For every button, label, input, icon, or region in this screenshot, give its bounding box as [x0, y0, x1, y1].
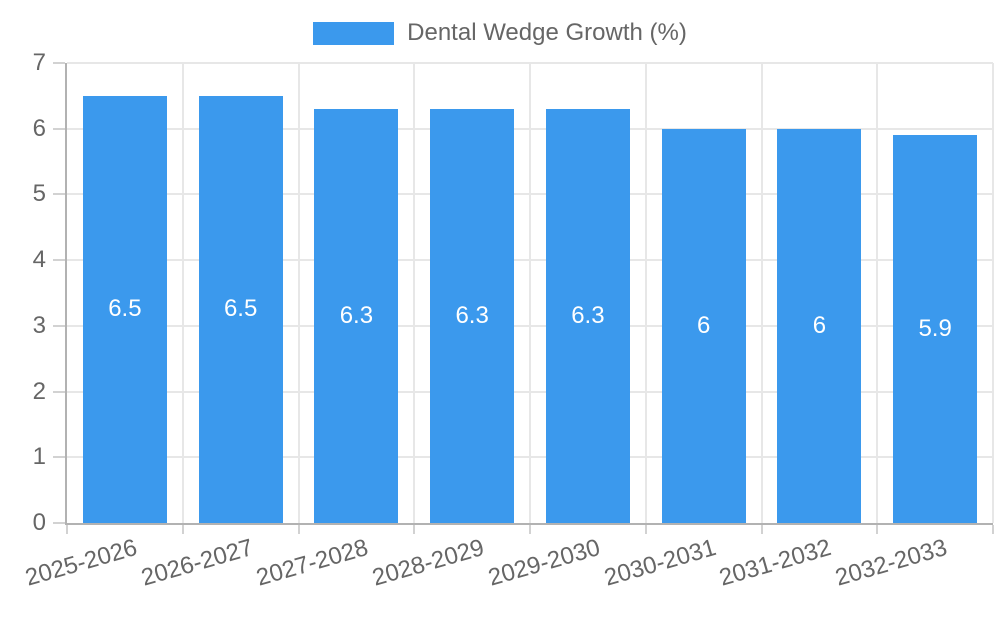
y-tick-label: 1	[32, 443, 46, 471]
y-tick-label: 7	[32, 49, 46, 76]
y-tick-label: 4	[32, 246, 46, 274]
gridline-vertical	[529, 63, 531, 523]
bar: 6.3	[430, 109, 515, 523]
bar: 6	[661, 128, 746, 523]
y-tick-mark	[53, 456, 65, 459]
bar-value-label: 6.5	[223, 295, 258, 323]
gridline-vertical	[413, 63, 416, 523]
x-tick-mark	[66, 525, 68, 534]
bar-value-label: 6.3	[455, 302, 489, 329]
y-tick-mark	[53, 324, 65, 327]
y-tick-label: 0	[32, 509, 46, 536]
bar: 5.9	[893, 135, 978, 523]
legend-label: Dental Wedge Growth (%)	[407, 19, 687, 46]
bar: 6.5	[82, 95, 167, 523]
gridline-vertical	[644, 63, 647, 523]
bar: 6.3	[545, 109, 630, 523]
y-tick-mark	[53, 390, 65, 393]
y-tick-mark	[53, 62, 65, 64]
y-tick-label: 5	[32, 180, 46, 208]
x-tick-mark	[992, 525, 994, 534]
gridline-vertical	[992, 63, 994, 523]
bar: 6.3	[314, 109, 399, 523]
x-tick-mark	[181, 525, 184, 534]
x-tick-mark	[529, 525, 531, 534]
y-tick-label: 6	[32, 114, 46, 142]
y-tick-mark	[53, 127, 65, 130]
bar-value-label: 6	[812, 311, 827, 339]
y-tick-label: 3	[32, 311, 46, 339]
x-tick-mark	[413, 525, 416, 534]
gridline-vertical	[297, 63, 300, 523]
y-tick-mark	[53, 193, 65, 196]
x-tick-mark	[297, 525, 300, 534]
x-tick-mark	[644, 525, 647, 534]
gridline-vertical	[760, 63, 763, 523]
legend-item[interactable]: Dental Wedge Growth (%)	[313, 19, 687, 47]
bar: 6.5	[198, 95, 283, 523]
bar-chart: Dental Wedge Growth (%) 6.5 6.5 6.3 6.3 6.3 6…	[0, 19, 1000, 592]
bar-value-label: 5.9	[918, 315, 952, 343]
bar-value-label: 6	[696, 311, 711, 339]
gridline-vertical	[181, 63, 184, 523]
x-tick-mark	[760, 525, 763, 534]
legend-swatch	[313, 21, 395, 45]
x-axis-line	[65, 523, 993, 525]
bar-value-label: 6.3	[339, 302, 374, 329]
bar-value-label: 6.3	[571, 302, 605, 329]
y-axis-line	[65, 63, 67, 523]
bar-value-label: 6.5	[108, 295, 142, 323]
bar: 6	[777, 128, 862, 523]
y-tick-mark	[53, 522, 65, 524]
chart-legend: Dental Wedge Growth (%)	[0, 19, 1000, 47]
y-tick-mark	[53, 259, 65, 262]
gridline-vertical	[876, 63, 879, 523]
y-tick-label: 2	[32, 377, 46, 405]
x-tick-mark	[876, 525, 879, 534]
